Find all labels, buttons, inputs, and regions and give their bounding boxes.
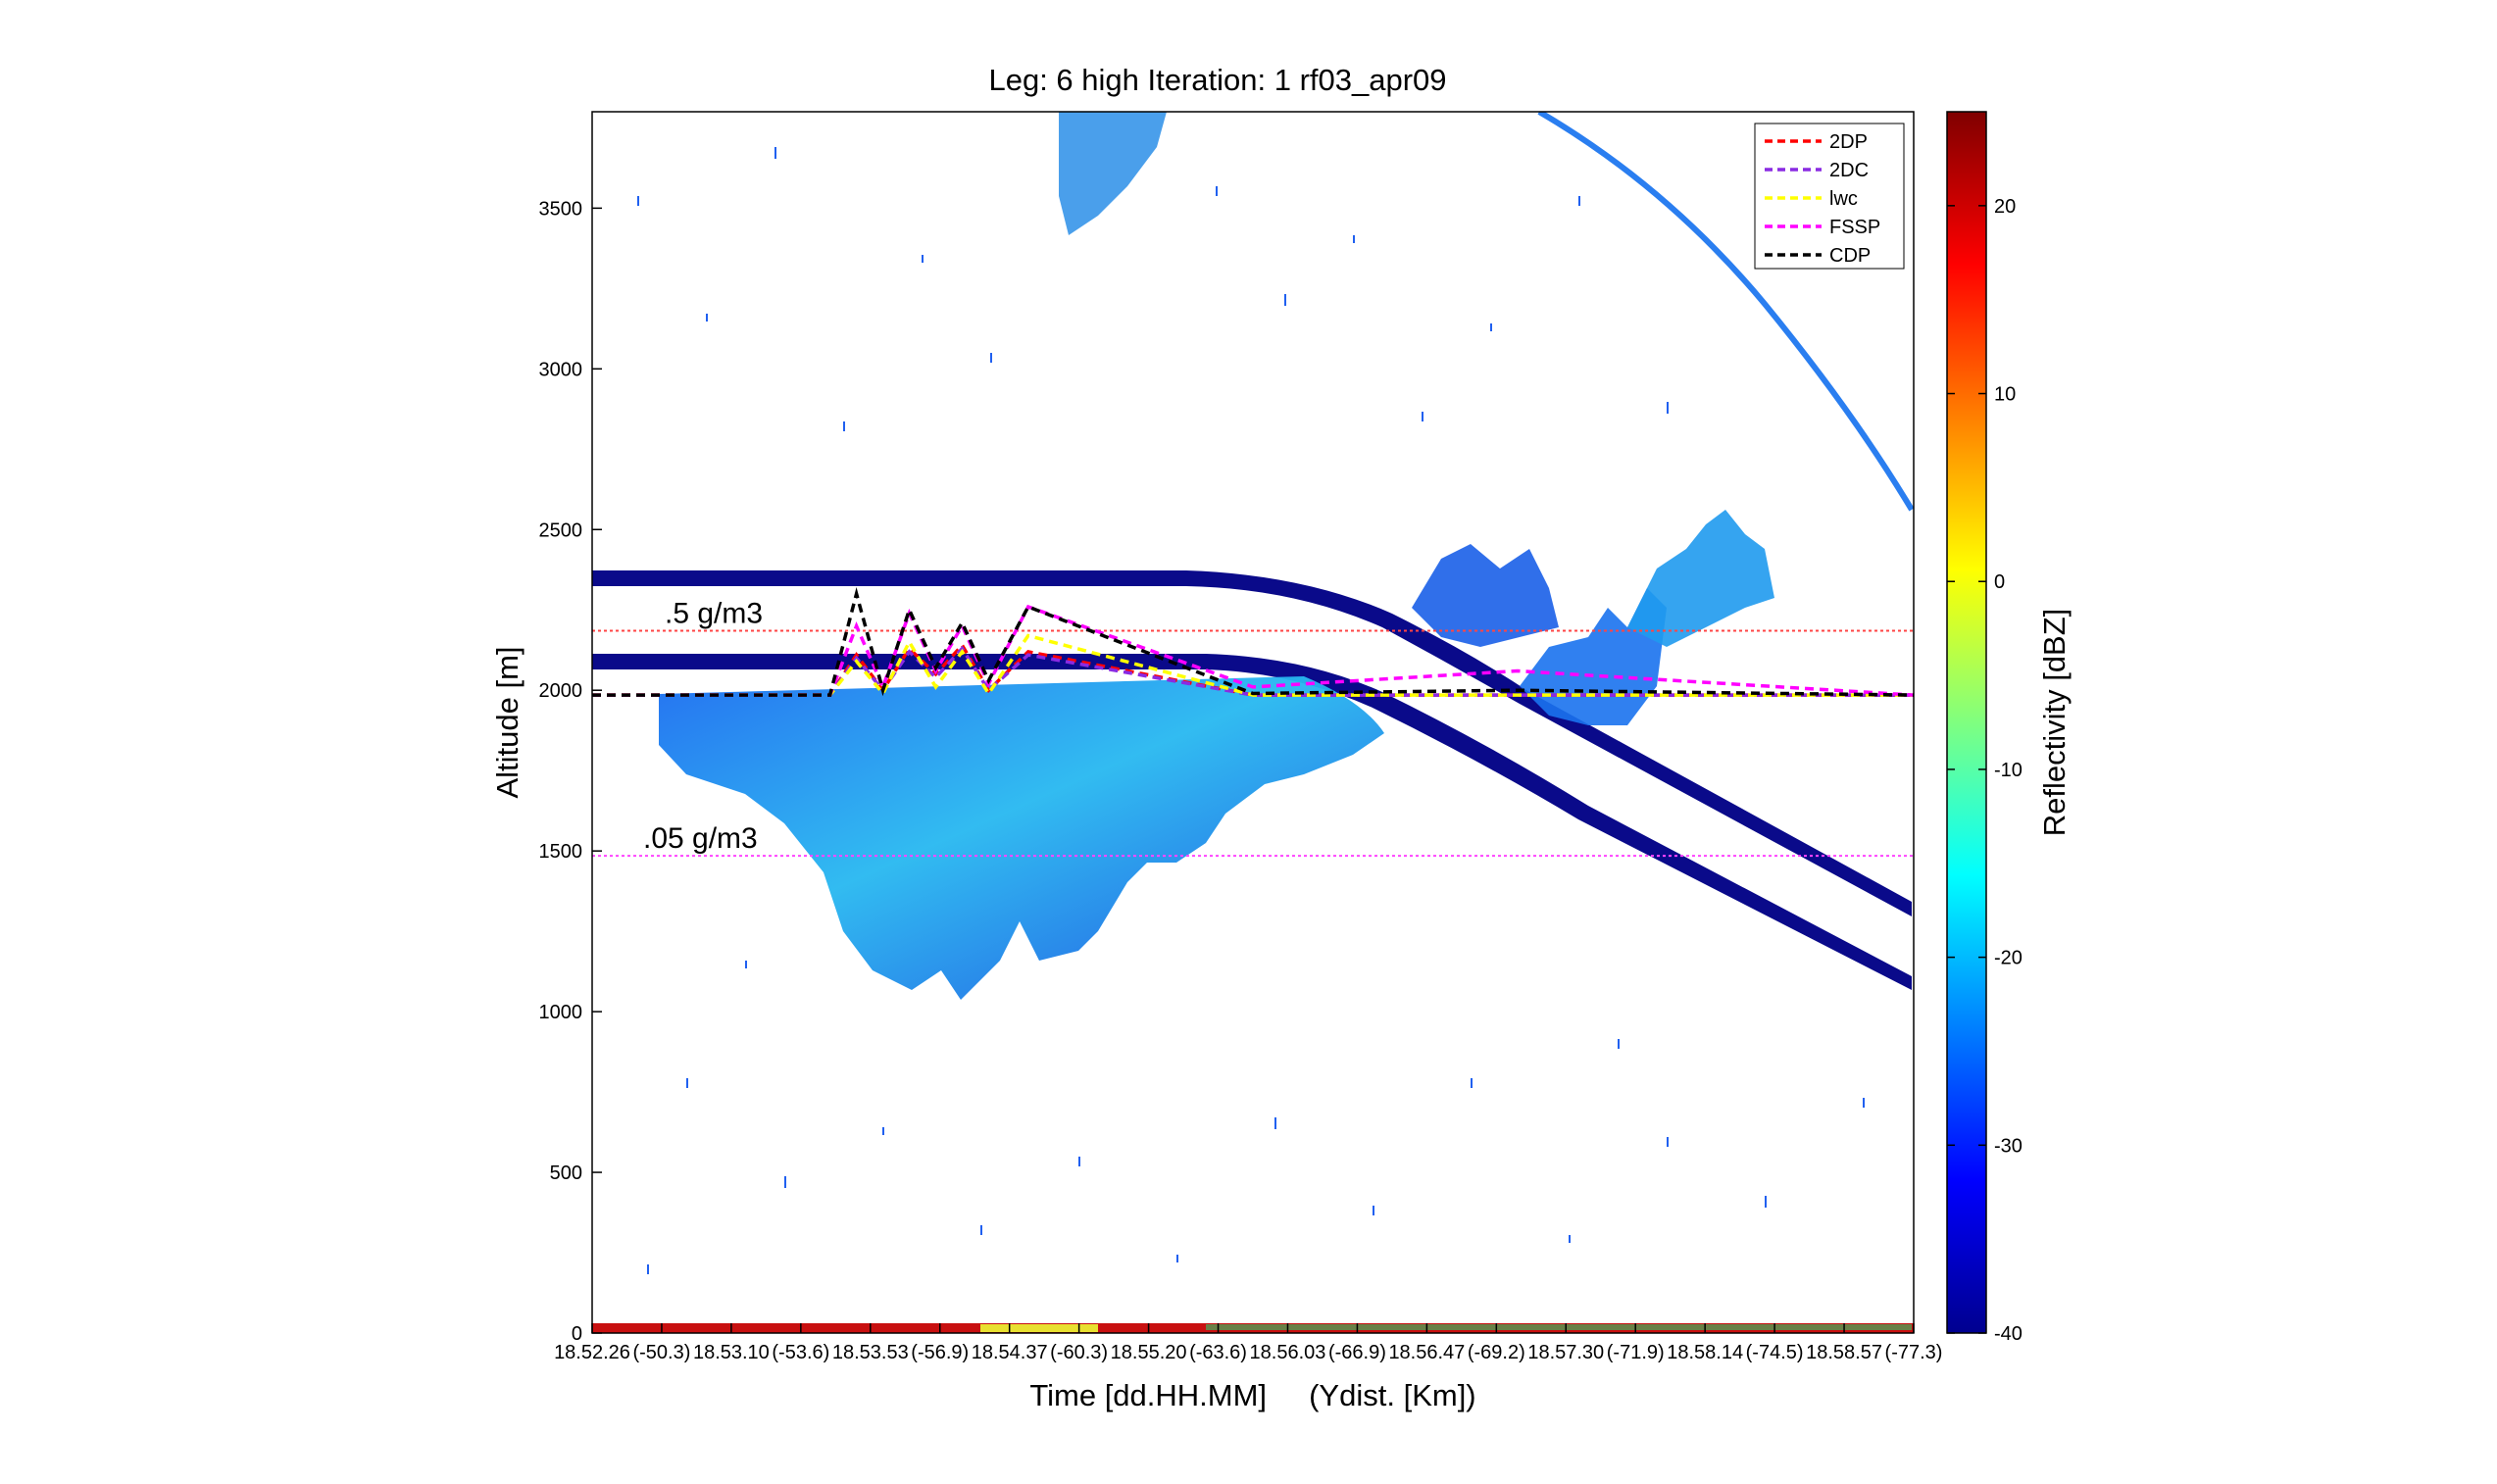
x-tick-label: 18.58.57: [1806, 1342, 1882, 1363]
x-tick-label: 18.56.47: [1388, 1342, 1465, 1363]
colorbar-tick-label: -10: [1994, 760, 2023, 781]
x-tick-label: 18.52.26: [554, 1342, 630, 1363]
surface-return-yellow: [980, 1324, 1098, 1332]
x-axis-label: Time [dd.HH.MM] (Ydist. [Km]): [1029, 1378, 1475, 1412]
surface-return-green: [1206, 1324, 1912, 1330]
legend-label-cdp: CDP: [1829, 245, 1871, 267]
x-tick-label: (-77.3): [1885, 1342, 1943, 1363]
colorbar-ticks: -40 -30 -20 -10 0 10 20: [1947, 196, 2023, 1345]
y-tick-label: 3000: [539, 359, 583, 380]
x-tick-label: (-56.9): [911, 1342, 969, 1363]
y-tick-label: 2000: [539, 680, 583, 702]
x-tick-label: 18.56.03: [1250, 1342, 1326, 1363]
x-tick-label: 18.53.53: [832, 1342, 909, 1363]
series-2dc-line: [592, 645, 1914, 697]
y-axis-ticks: 0 500 1000 1500 2000 2500 3000 3500: [539, 198, 602, 1345]
legend-label-2dp: 2DP: [1829, 131, 1868, 153]
x-tick-label: (-50.3): [632, 1342, 690, 1363]
x-tick-label: 18.55.20: [1111, 1342, 1187, 1363]
x-tick-label: (-69.2): [1468, 1342, 1525, 1363]
colorbar-tick-label: -40: [1994, 1323, 2023, 1345]
noise-speckles: [637, 147, 1865, 1274]
x-tick-label: (-53.6): [772, 1342, 829, 1363]
series-fssp-line: [592, 604, 1914, 697]
y-tick-label: 1000: [539, 1002, 583, 1023]
y-tick-label: 3500: [539, 198, 583, 220]
legend: 2DP 2DC lwc FSSP CDP: [1754, 123, 1905, 270]
x-tick-label: 18.53.10: [693, 1342, 770, 1363]
colorbar: -40 -30 -20 -10 0 10 20 Reflectivity [dBZ]: [1946, 111, 2072, 1345]
x-tick-label: (-60.3): [1050, 1342, 1108, 1363]
colorbar-tick-label: -20: [1994, 948, 2023, 969]
legend-box: [1754, 123, 1905, 270]
cloud-main: [659, 676, 1384, 1000]
cloud-top-wisp: [1059, 112, 1167, 235]
x-tick-label: (-63.6): [1189, 1342, 1247, 1363]
colorbar-gradient: [1946, 111, 1987, 1334]
diagonal-feature: [1537, 112, 1914, 512]
y-tick-label: 0: [572, 1323, 582, 1345]
x-tick-label: 18.58.14: [1667, 1342, 1743, 1363]
chart-title: Leg: 6 high Iteration: 1 rf03_apr09: [988, 63, 1446, 97]
legend-label-fssp: FSSP: [1829, 217, 1880, 238]
threshold-label-low: .05 g/m3: [643, 822, 758, 855]
x-tick-label: (-74.5): [1746, 1342, 1804, 1363]
cloud-cell-right-1: [1412, 544, 1559, 647]
colorbar-label: Reflectivity [dBZ]: [2037, 609, 2072, 837]
colorbar-tick-label: 20: [1994, 196, 2016, 218]
colorbar-tick-label: 0: [1994, 571, 2005, 593]
y-tick-label: 1500: [539, 841, 583, 863]
instrument-series: [592, 587, 1914, 697]
colorbar-tick-label: 10: [1994, 384, 2016, 406]
threshold-lines: .5 g/m3 .05 g/m3: [592, 598, 1914, 858]
legend-label-lwc: lwc: [1829, 188, 1858, 210]
threshold-label-high: .5 g/m3: [665, 598, 763, 630]
y-tick-label: 2500: [539, 519, 583, 541]
axes-frame: [591, 111, 1915, 1334]
colorbar-tick-label: -30: [1994, 1135, 2023, 1157]
reflectivity-field: [592, 112, 1914, 1333]
x-tick-label: (-71.9): [1607, 1342, 1665, 1363]
x-tick-label: (-66.9): [1328, 1342, 1386, 1363]
legend-label-2dc: 2DC: [1829, 160, 1869, 181]
x-tick-label: 18.54.37: [972, 1342, 1048, 1363]
series-cdp-line: [592, 587, 1914, 697]
cloud-cell-right-3: [1627, 510, 1774, 647]
series-lwc-line: [592, 633, 1914, 697]
x-tick-label: 18.57.30: [1527, 1342, 1604, 1363]
y-tick-label: 500: [550, 1162, 582, 1184]
y-axis-label: Altitude [m]: [490, 646, 524, 798]
x-axis-ticks: 18.52.26 (-50.3) 18.53.10 (-53.6) 18.53.53 (-…: [554, 1323, 1942, 1363]
